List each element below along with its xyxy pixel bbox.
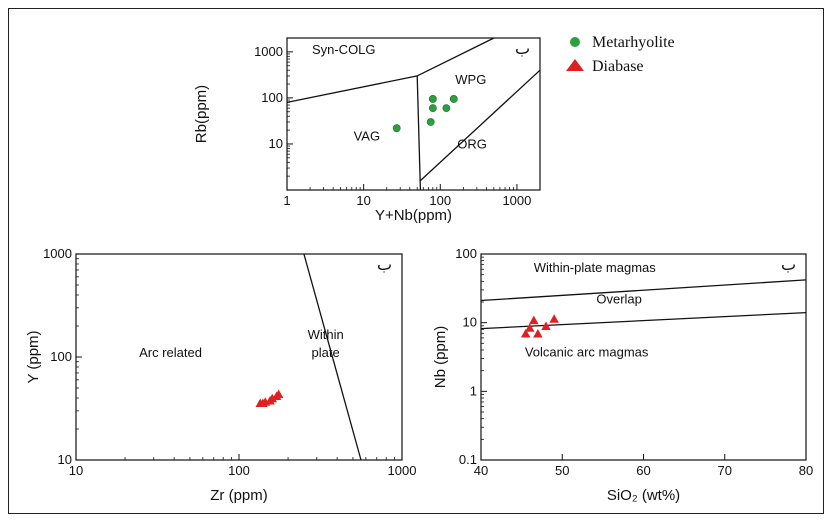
x-tick-label: 10 — [356, 193, 370, 208]
data-point — [428, 104, 437, 113]
x-axis-label: SiO₂ (wt%) — [607, 487, 680, 504]
data-point — [449, 95, 458, 103]
y-axis-label: Nb (ppm) — [432, 326, 449, 389]
field-label: WPG — [455, 72, 486, 87]
panel-corner-label: ب — [781, 255, 796, 274]
x-tick-label: 10 — [69, 463, 83, 478]
legend-marker — [570, 37, 580, 47]
y-tick-label: 1 — [470, 383, 477, 398]
field-label: Arc related — [139, 345, 202, 360]
field-label: plate — [312, 345, 340, 360]
chart-y-zr: 10 100 1000 10 100 1000 Zr (ppm) Y (ppm) Arc rel… — [25, 246, 416, 504]
chart-nb-sio2: 40 50 60 70 80 0.1 1 10 100 SiO₂ (wt%) Nb (ppm) Wit… — [432, 246, 813, 504]
y-tick-label: 1000 — [254, 44, 283, 59]
legend-label: Metarhyolite — [592, 34, 675, 51]
x-tick-label: 100 — [228, 463, 250, 478]
data-point — [267, 393, 278, 403]
y-axis-label: Rb(ppm) — [193, 85, 210, 143]
plot-area — [286, 37, 541, 191]
field-label: Within — [308, 327, 344, 342]
data-point — [258, 398, 268, 407]
y-tick-label: 100 — [50, 349, 72, 364]
y-tick-label: 10 — [58, 452, 72, 467]
data-point — [549, 314, 559, 323]
x-tick-label: 40 — [474, 463, 488, 478]
field-boundary — [419, 69, 541, 182]
legend: Metarhyolite Diabase — [566, 34, 675, 75]
field-label: VAG — [354, 128, 381, 143]
data-point — [541, 321, 551, 331]
y-axis-label: Y (ppm) — [25, 330, 42, 383]
y-tick-label: 10 — [269, 136, 283, 151]
chart-rb-ynb: 1 10 100 1000 10 100 1000 Y+Nb(ppm) Rb(ppm) Syn-C… — [193, 37, 541, 224]
y-tick-label: 100 — [455, 246, 477, 261]
legend-label: Diabase — [592, 58, 644, 75]
data-point — [442, 104, 451, 113]
panel-corner-label: ب — [515, 39, 530, 58]
x-tick-label: 1000 — [388, 463, 417, 478]
data-point — [529, 315, 539, 325]
field-boundary — [303, 253, 362, 461]
field-boundary — [480, 311, 807, 330]
y-tick-label: 100 — [261, 90, 283, 105]
field-boundary — [480, 279, 807, 302]
panel-corner-label: ب — [377, 255, 392, 274]
legend-marker — [566, 59, 584, 71]
data-point — [426, 118, 435, 126]
data-point — [392, 124, 401, 133]
field-label: ORG — [457, 136, 487, 151]
data-point — [428, 95, 437, 103]
data-point — [525, 323, 535, 332]
field-label: Within-plate magmas — [534, 260, 657, 275]
x-tick-label: 50 — [555, 463, 569, 478]
x-tick-label: 1000 — [502, 193, 531, 208]
field-boundary — [416, 75, 422, 191]
data-point — [520, 329, 531, 338]
figure-frame — [8, 8, 824, 514]
x-axis-label: Y+Nb(ppm) — [375, 207, 452, 224]
x-tick-label: 70 — [718, 463, 732, 478]
y-tick-label: 1000 — [43, 246, 72, 261]
y-tick-label: 10 — [463, 315, 477, 330]
x-axis-label: Zr (ppm) — [210, 487, 268, 504]
y-tick-label: 0.1 — [459, 452, 477, 467]
field-label: Volcanic arc magmas — [525, 345, 649, 360]
field-label: Overlap — [596, 292, 642, 307]
x-tick-label: 80 — [799, 463, 813, 478]
data-point — [533, 329, 543, 338]
data-point — [273, 389, 284, 398]
x-tick-label: 100 — [429, 193, 451, 208]
field-label: Syn-COLG — [312, 42, 376, 57]
x-tick-label: 60 — [636, 463, 650, 478]
x-tick-label: 1 — [283, 193, 290, 208]
